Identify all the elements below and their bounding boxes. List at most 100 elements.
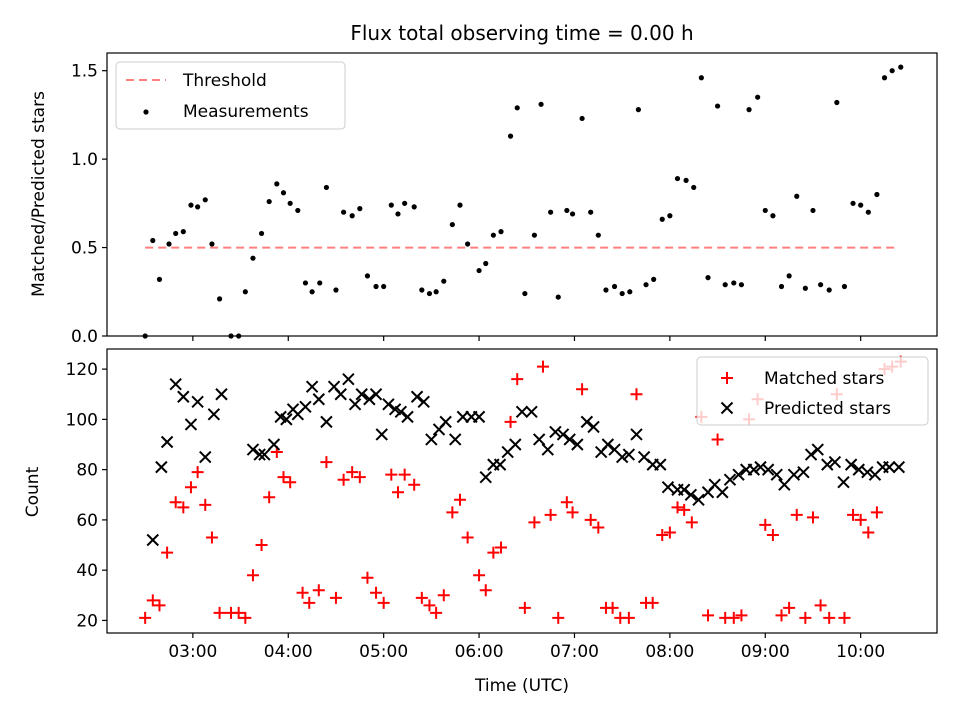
measurement-point xyxy=(309,289,315,295)
matched-stars-point xyxy=(461,531,474,544)
measurement-point xyxy=(531,232,538,238)
predicted-stars-point xyxy=(563,433,576,446)
x-tick-label: 07:00 xyxy=(550,642,599,662)
measurement-point xyxy=(195,204,201,210)
legend-matched-swatch xyxy=(721,372,733,384)
predicted-stars-point xyxy=(417,395,430,408)
measurement-point xyxy=(317,280,323,286)
predicted-stars-point xyxy=(184,418,198,431)
measurement-point xyxy=(762,207,768,214)
predicted-stars-point xyxy=(472,410,486,424)
measurement-point xyxy=(627,289,633,295)
predicted-stars-point xyxy=(677,483,691,496)
y-tick-label: 0.5 xyxy=(71,239,98,259)
matched-stars-point xyxy=(346,466,359,479)
bottom-x-ticks: 03:00 04:00 05:00 06:00 07:00 08:00 09:00 10:00 xyxy=(168,633,885,662)
matched-stars-point xyxy=(663,526,676,539)
chart-title: Flux total observing time = 0.00 h xyxy=(350,21,693,45)
matched-stars-point xyxy=(806,511,819,524)
measurement-point xyxy=(786,273,792,279)
predicted-stars-point xyxy=(199,450,212,464)
measurement-point xyxy=(381,283,387,290)
predicted-stars-point xyxy=(320,415,333,429)
measurement-point xyxy=(302,280,309,286)
measurement-point xyxy=(834,99,840,106)
predicted-stars-point xyxy=(797,465,810,479)
matched-stars-point xyxy=(277,471,290,484)
matched-stars-point xyxy=(446,506,459,519)
predicted-stars-point xyxy=(258,448,271,461)
predicted-stars-point xyxy=(883,460,896,474)
predicted-stars-point xyxy=(369,388,383,401)
top-plot-marks xyxy=(142,64,904,339)
measurement-point xyxy=(802,285,808,291)
measurement-point xyxy=(595,232,601,238)
predicted-stars-point xyxy=(821,458,834,471)
measurement-point xyxy=(858,202,864,208)
measurement-point xyxy=(588,209,594,215)
predicted-stars-point xyxy=(723,473,737,486)
bottom-plot-marks xyxy=(139,355,907,624)
measurement-point xyxy=(548,209,554,215)
predicted-stars-point xyxy=(601,438,615,451)
predicted-stars-point xyxy=(778,478,791,491)
measurement-point xyxy=(659,216,665,222)
measurement-point xyxy=(898,64,904,70)
predicted-stars-point xyxy=(155,460,168,474)
x-tick-label: 08:00 xyxy=(645,642,694,662)
measurement-point xyxy=(150,237,156,244)
bottom-axes: 20 40 60 80 100 120 03:00 04:00 05:00 06:00 07:00… xyxy=(23,348,938,696)
measurement-point xyxy=(826,287,832,293)
matched-stars-point xyxy=(678,503,691,516)
matched-stars-point xyxy=(783,601,796,614)
measurement-point xyxy=(388,202,394,208)
matched-stars-point xyxy=(566,506,579,519)
measurement-point xyxy=(323,184,330,191)
measurement-point xyxy=(402,200,408,206)
top-y-ticks: 0.0 0.5 1.0 1.5 xyxy=(71,62,107,347)
legend-threshold-label: Threshold xyxy=(182,71,267,91)
measurement-point xyxy=(142,333,148,339)
measurement-point xyxy=(738,282,745,288)
measurement-point xyxy=(250,255,256,261)
predicted-stars-point xyxy=(342,372,355,386)
y-tick-label: 40 xyxy=(76,561,98,581)
matched-stars-point xyxy=(398,468,411,481)
predicted-stars-point xyxy=(394,405,408,419)
measurement-point xyxy=(691,184,697,191)
measurement-point xyxy=(433,289,439,295)
y-tick-label: 1.0 xyxy=(71,150,98,170)
bottom-y-ticks: 20 40 60 80 100 120 xyxy=(66,360,107,631)
measurement-point xyxy=(449,221,455,228)
matched-stars-point xyxy=(790,508,803,521)
matched-stars-point xyxy=(576,383,589,396)
predicted-stars-point xyxy=(160,435,174,449)
predicted-stars-point xyxy=(348,398,362,411)
matched-stars-point xyxy=(727,611,740,624)
measurement-point xyxy=(698,75,704,81)
predicted-stars-point xyxy=(449,433,462,446)
matched-stars-point xyxy=(487,546,500,559)
matched-stars-point xyxy=(606,601,619,614)
predicted-stars-point xyxy=(169,377,182,391)
matched-stars-point xyxy=(184,481,197,494)
matched-stars-point xyxy=(862,526,875,539)
matched-stars-point xyxy=(169,496,182,509)
matched-stars-point xyxy=(702,609,715,622)
measurement-point xyxy=(667,213,673,219)
measurement-point xyxy=(258,230,265,237)
measurement-point xyxy=(349,213,355,219)
matched-stars-point xyxy=(430,606,443,619)
measurement-point xyxy=(419,287,425,293)
matched-stars-point xyxy=(814,599,827,612)
matched-stars-point xyxy=(146,594,159,607)
matched-stars-point xyxy=(735,609,748,622)
matched-stars-point xyxy=(711,433,724,446)
predicted-stars-point xyxy=(532,433,546,446)
measurement-point xyxy=(490,232,496,238)
matched-stars-point xyxy=(337,473,350,486)
matched-stars-point xyxy=(255,539,268,552)
measurement-point xyxy=(538,101,544,107)
measurement-point xyxy=(514,105,520,111)
measurement-point xyxy=(635,107,641,113)
